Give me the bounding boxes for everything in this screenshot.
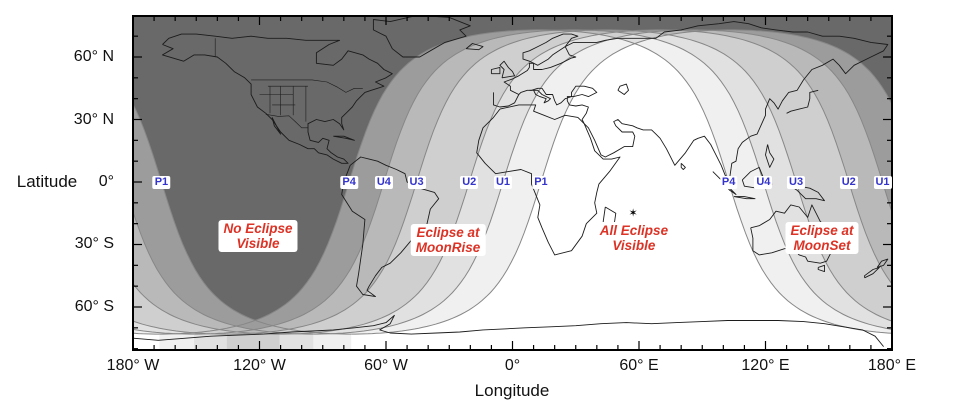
contact-label-P1-set: P1 <box>152 176 171 189</box>
annotation-line: MoonRise <box>415 239 481 255</box>
contact-label-U1-rise: U1 <box>493 176 513 189</box>
contact-curve-U4 <box>194 29 892 335</box>
y-tick-label: 30° S <box>74 235 114 253</box>
contact-label-U4-rise: U4 <box>374 176 393 189</box>
contact-curve-P4 <box>159 29 892 335</box>
coastline <box>765 144 775 168</box>
x-axis-title: Longitude <box>474 381 550 400</box>
contact-label-P1-rise: P1 <box>532 176 550 189</box>
annotation-all-eclipse: All Eclipse Visible <box>594 222 674 255</box>
contact-label-P4-rise: P4 <box>340 176 358 189</box>
contact-label-U4-set: U4 <box>754 176 773 189</box>
y-axis-title: Latitude <box>16 172 78 191</box>
coastline <box>786 89 819 114</box>
contact-curve-P4 <box>918 30 960 334</box>
visibility-band <box>351 43 892 350</box>
coastline <box>817 264 825 273</box>
coastline <box>341 156 440 298</box>
visibility-shading-bands <box>133 16 960 359</box>
contact-curve-U2 <box>279 29 892 335</box>
coastline <box>680 162 686 170</box>
coastline <box>490 66 501 75</box>
contact-curve-U2 <box>133 282 280 335</box>
x-tick-label: 120° W <box>233 357 286 374</box>
y-tick-label: 60° S <box>74 297 114 315</box>
visibility-band <box>133 104 352 350</box>
contact-label-U3-rise: U3 <box>407 176 426 189</box>
x-tick-label: 180° E <box>867 357 917 374</box>
border-line <box>265 114 308 129</box>
contact-contour-curves <box>133 29 960 335</box>
annotation-line: Visible <box>612 238 656 254</box>
coastlines <box>133 16 889 347</box>
contact-curve-U1 <box>133 210 314 335</box>
coastline <box>522 33 579 66</box>
contact-curve-U3 <box>226 29 892 335</box>
coastline <box>529 89 551 104</box>
coastline <box>617 83 629 95</box>
visibility-band <box>918 30 960 359</box>
x-tick-label: 0° <box>504 357 521 374</box>
annotation-eclipse-moonrise: Eclipse at MoonRise <box>410 223 486 256</box>
coastline <box>876 258 889 268</box>
visibility-band <box>133 212 314 350</box>
coastline <box>493 21 889 179</box>
y-tick-label: 60° N <box>73 48 114 65</box>
plot-frame <box>132 15 893 351</box>
coastline <box>133 314 884 347</box>
coastline <box>499 60 516 79</box>
visibility-band <box>953 30 960 359</box>
contact-label-U2-rise: U2 <box>460 176 479 189</box>
annotation-eclipse-moonset: Eclipse at MoonSet <box>785 222 859 255</box>
coastline <box>372 16 471 58</box>
annotation-line: Eclipse at <box>790 223 854 239</box>
annotation-line: No Eclipse <box>223 220 293 236</box>
annotation-line: All Eclipse <box>599 223 669 239</box>
annotation-line: Visible <box>236 235 280 251</box>
coastline <box>476 104 621 256</box>
x-tick-label: 180° W <box>106 357 160 374</box>
contact-curve-P1 <box>133 103 352 335</box>
visibility-band <box>133 333 160 350</box>
annotation-no-eclipse: No Eclipse Visible <box>218 219 298 252</box>
contact-curve-P1 <box>351 29 892 335</box>
contact-label-P4-set: P4 <box>719 176 738 189</box>
y-tick-label: 0° <box>98 173 114 190</box>
coastline <box>271 117 282 135</box>
visibility-band <box>953 30 960 359</box>
contact-label-U1-set: U1 <box>873 176 892 189</box>
x-tick-label: 120° E <box>741 357 790 374</box>
annotation-line: MoonSet <box>793 238 851 254</box>
contact-curve-U1 <box>313 29 892 335</box>
moon-zenith-marker-icon: ✶ <box>628 207 638 220</box>
coastline <box>162 33 393 164</box>
coastline <box>465 43 484 51</box>
coastline <box>733 196 756 200</box>
annotation-line: Eclipse at <box>416 224 480 240</box>
x-tick-label: 60° E <box>619 357 659 374</box>
contact-label-U2-set: U2 <box>839 176 858 189</box>
x-tick-label: 60° W <box>364 357 408 374</box>
contact-curve-U4 <box>953 30 960 334</box>
border-line <box>251 79 363 93</box>
y-tick-label: 30° N <box>73 110 114 128</box>
coastline <box>333 135 355 141</box>
coastline <box>864 266 880 279</box>
contact-label-U3-set: U3 <box>787 176 806 189</box>
